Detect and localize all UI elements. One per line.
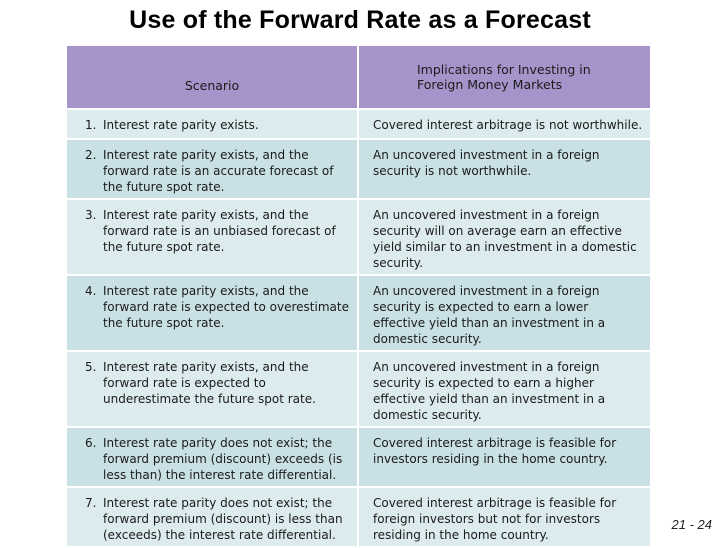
scenario-text: Interest rate parity exists, and the for… <box>103 208 336 254</box>
implication-cell: Covered interest arbitrage is feasible f… <box>359 488 650 548</box>
table-row: 7. Interest rate parity does not exist; t… <box>67 488 650 548</box>
scenario-text: Interest rate parity exists, and the for… <box>103 148 334 194</box>
scenario-cell: 3. Interest rate parity exists, and the f… <box>67 200 359 276</box>
row-number: 7. <box>85 496 97 510</box>
row-number: 5. <box>85 360 97 374</box>
page-number: 21 - 24 <box>671 517 712 532</box>
scenario-cell: 7. Interest rate parity does not exist; t… <box>67 488 359 548</box>
implication-cell: An uncovered investment in a foreign sec… <box>359 200 650 276</box>
row-number: 6. <box>85 436 97 450</box>
header-implications: Implications for Investing in Foreign Mo… <box>359 46 650 110</box>
header-implications-text: Implications for Investing in Foreign Mo… <box>417 62 591 92</box>
table-row: 2. Interest rate parity exists, and the f… <box>67 140 650 200</box>
scenario-text: Interest rate parity exists. <box>103 118 259 132</box>
table-row: 1. Interest rate parity exists. Covered i… <box>67 110 650 140</box>
scenario-cell: 4. Interest rate parity exists, and the f… <box>67 276 359 352</box>
row-number: 3. <box>85 208 97 222</box>
scenario-table: Scenario Implications for Investing in F… <box>67 46 650 548</box>
scenario-cell: 2. Interest rate parity exists, and the f… <box>67 140 359 200</box>
implication-cell: An uncovered investment in a foreign sec… <box>359 352 650 428</box>
scenario-text: Interest rate parity does not exist; the… <box>103 436 343 482</box>
table-row: 4. Interest rate parity exists, and the f… <box>67 276 650 352</box>
scenario-cell: 5. Interest rate parity exists, and the f… <box>67 352 359 428</box>
scenario-text: Interest rate parity exists, and the for… <box>103 360 316 406</box>
header-scenario: Scenario <box>67 46 359 110</box>
implication-cell: An uncovered investment in a foreign sec… <box>359 276 650 352</box>
table-row: 5. Interest rate parity exists, and the f… <box>67 352 650 428</box>
scenario-text: Interest rate parity does not exist; the… <box>103 496 343 542</box>
row-number: 4. <box>85 284 97 298</box>
row-number: 1. <box>85 118 97 132</box>
scenario-text: Interest rate parity exists, and the for… <box>103 284 349 330</box>
scenario-cell: 1. Interest rate parity exists. <box>67 110 359 140</box>
table-header-row: Scenario Implications for Investing in F… <box>67 46 650 110</box>
table-row: 6. Interest rate parity does not exist; t… <box>67 428 650 488</box>
scenario-cell: 6. Interest rate parity does not exist; t… <box>67 428 359 488</box>
row-number: 2. <box>85 148 97 162</box>
implication-cell: Covered interest arbitrage is not worthw… <box>359 110 650 140</box>
implication-cell: An uncovered investment in a foreign sec… <box>359 140 650 200</box>
implication-cell: Covered interest arbitrage is feasible f… <box>359 428 650 488</box>
slide-title: Use of the Forward Rate as a Forecast <box>129 6 591 34</box>
table-row: 3. Interest rate parity exists, and the f… <box>67 200 650 276</box>
